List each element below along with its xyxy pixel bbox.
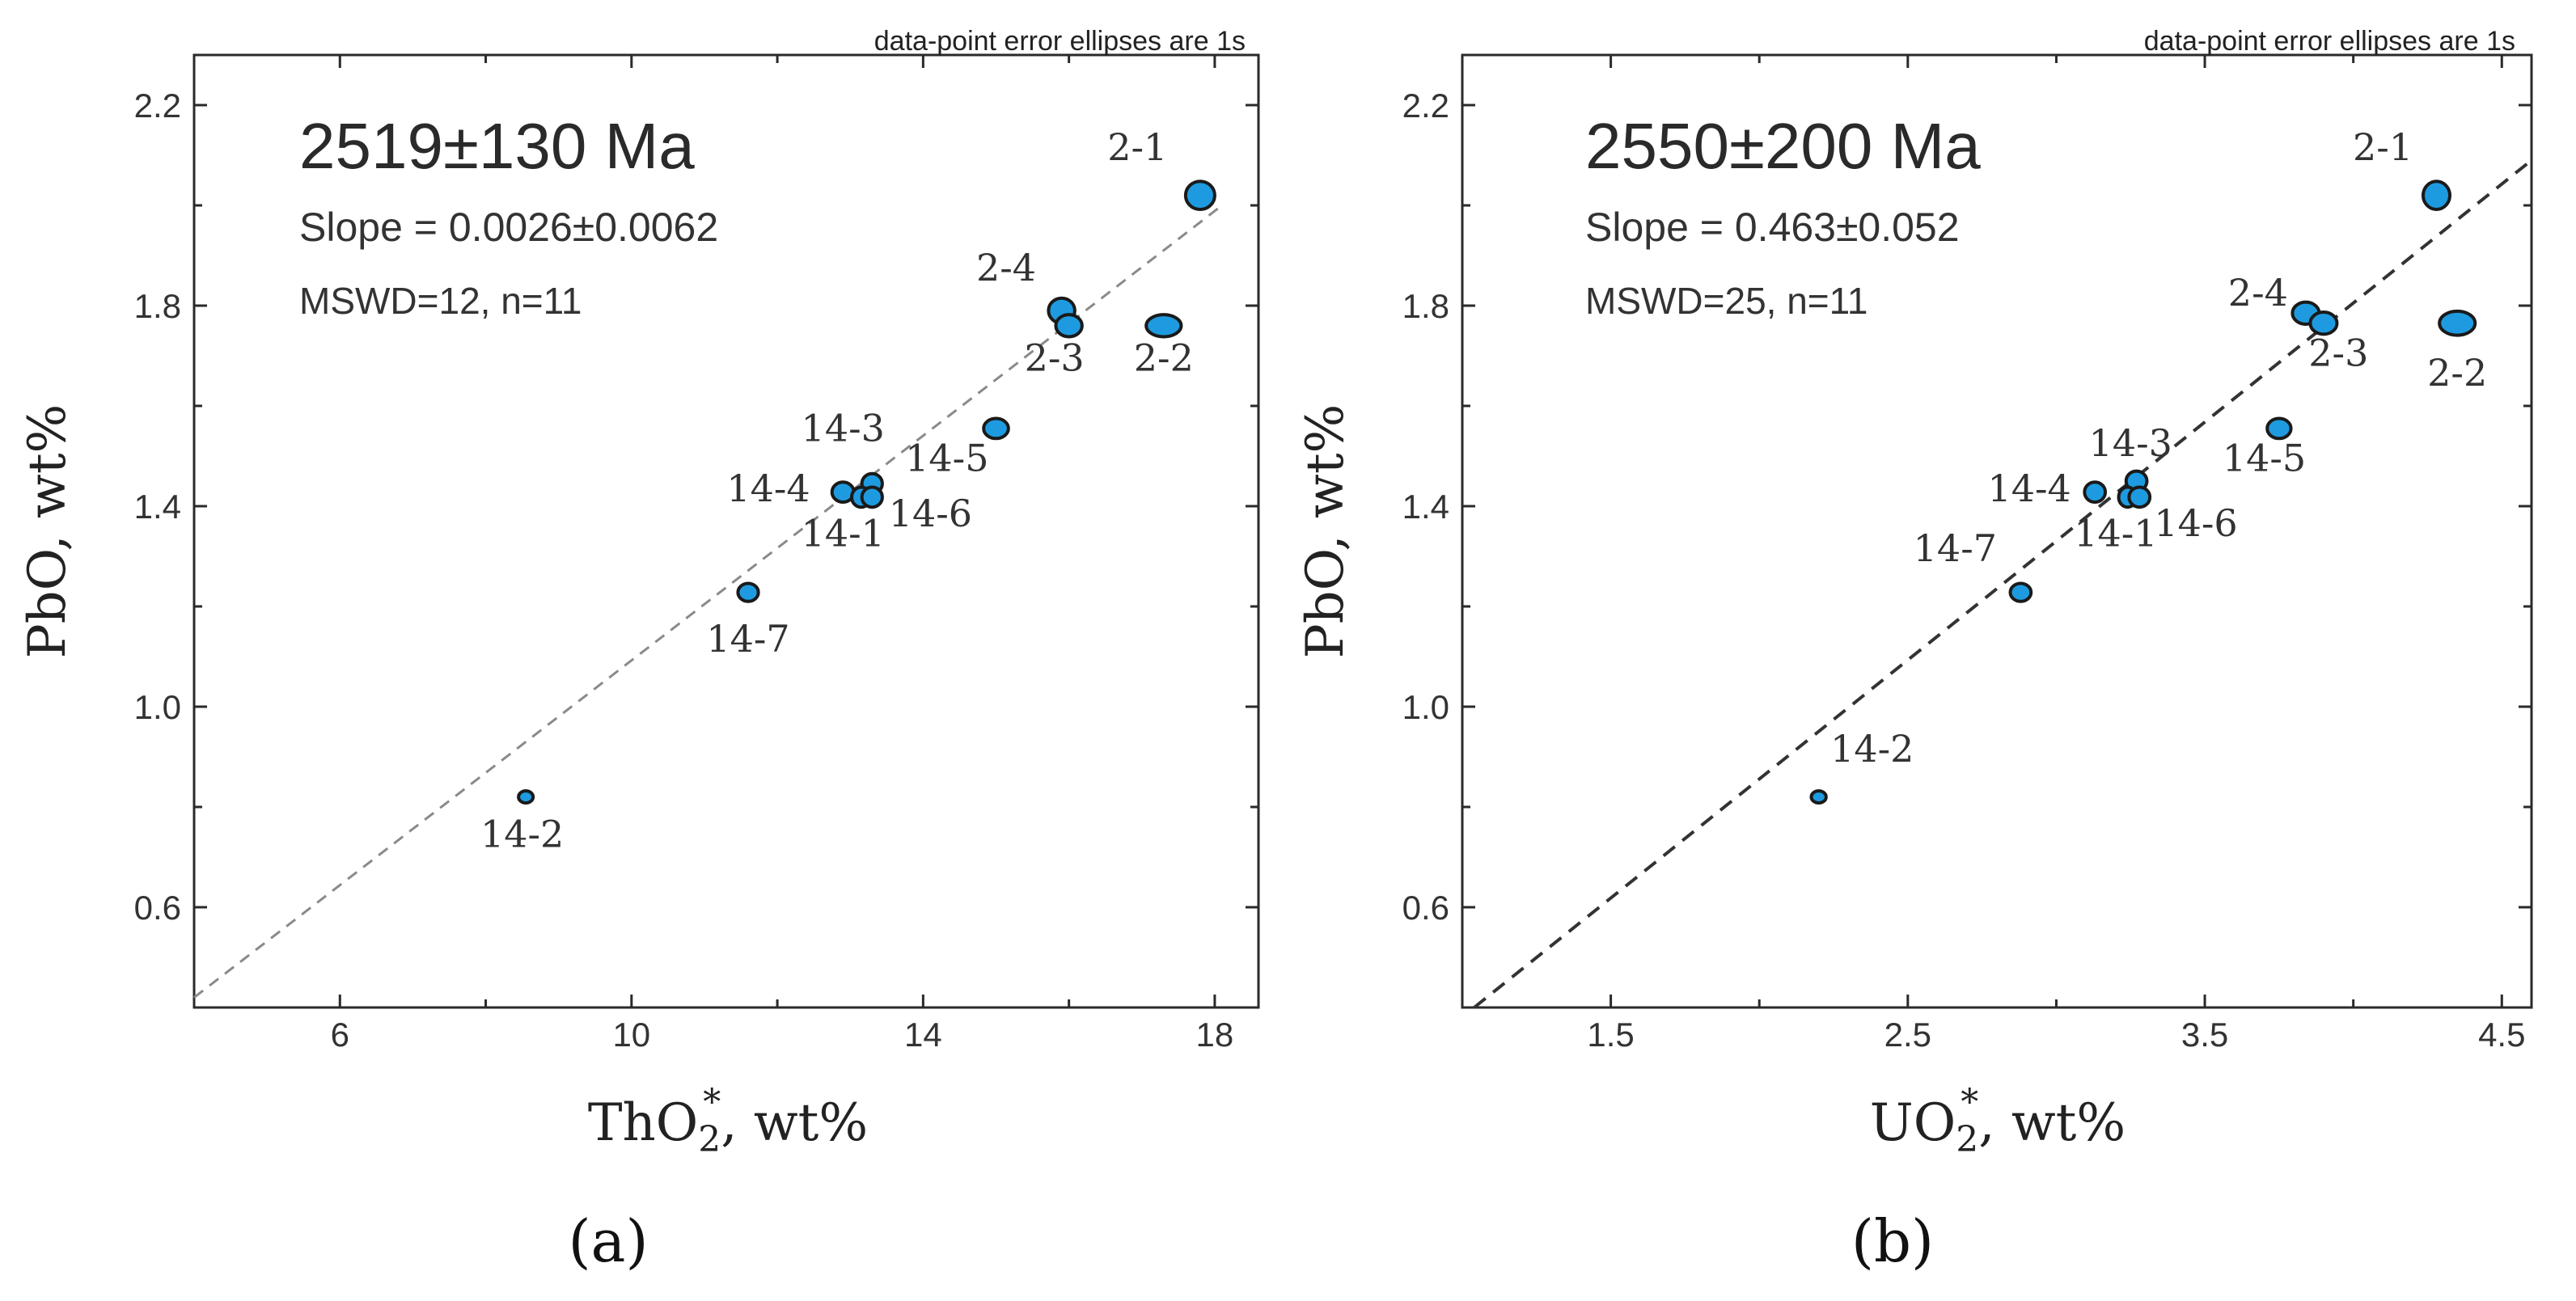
panel-b-point-2-1	[2421, 180, 2452, 211]
panel-a-point-label-14-2: 14-2	[480, 813, 564, 856]
panel-a-y-tick-label: 1.4	[134, 488, 181, 526]
panel-a-point-label-2-1: 2-1	[1107, 125, 1167, 169]
panel-b-mswd: MSWD=25, n=11	[1585, 280, 1867, 322]
panel-b-y-tick-label: 1.8	[1402, 287, 1449, 325]
panel-a-point-label-2-3: 2-3	[1025, 336, 1085, 380]
panel-a-age-title: 2519±130 Ma	[299, 110, 695, 182]
panel-a-point-label-14-6: 14-6	[889, 492, 972, 535]
panel-a-x-tick-label: 18	[1196, 1016, 1234, 1054]
panel-a-point-label-2-4: 2-4	[976, 246, 1036, 289]
panel-b-point-label-2-1: 2-1	[2353, 125, 2413, 169]
panel-b-x-tick-label: 4.5	[2478, 1016, 2525, 1054]
panel-b-point-label-2-4: 2-4	[2228, 271, 2288, 315]
panel-a-regression-layer	[193, 204, 1223, 999]
panel-b-age-title: 2550±200 Ma	[1585, 110, 1981, 182]
panel-a-point-label-2-2: 2-2	[1134, 336, 1194, 380]
panel-b-x-label-sub: 2	[1956, 1119, 1978, 1160]
panel-a-x-axis-label: ThO2*, wt%	[588, 1082, 868, 1160]
panel-b-regression-line	[1473, 158, 2533, 1009]
panel-a-x-tick-label: 10	[612, 1016, 650, 1054]
panel-a-point-labels: 2-1 2-4 2-3 2-2 14-5 14-3 14-414-1 14-6 14-7 14-2	[480, 125, 1194, 855]
panel-b-y-tick-label: 0.6	[1402, 889, 1449, 927]
panel-a-x-label-main: ThO	[588, 1093, 698, 1153]
panel-a-point-14-6	[860, 485, 884, 509]
panel-b-regression-layer	[1473, 158, 2533, 1009]
panel-a-error-note: data-point error ellipses are 1s	[874, 26, 1246, 57]
panel-a-y-tick-label: 0.6	[134, 889, 181, 927]
panel-a-y-tick-label: 1.0	[134, 688, 181, 726]
panel-b-plot-frame	[1461, 53, 2533, 1009]
panel-b-x-axis-label: UO2*, wt%	[1870, 1082, 2126, 1160]
panel-a-y-tick-label: 2.2	[134, 87, 181, 125]
panel-a-point-14-2	[517, 789, 535, 805]
panel-b-label: (b)	[1851, 1207, 1934, 1275]
panel-b-point-label-14-5: 14-5	[2223, 437, 2306, 480]
panel-a-data-points	[517, 180, 1216, 805]
panel-b-x-tick-label: 1.5	[1587, 1016, 1634, 1054]
panel-b-axis-ticks: 1.5 2.5 3.5 4.5 0.6 1.0 1.4 1.8 2.2	[1402, 55, 2532, 1054]
panel-a-label: (a)	[568, 1207, 648, 1275]
panel-b-point-14-6	[2127, 485, 2152, 509]
panel-a-x-label-sub: 2	[698, 1119, 721, 1160]
panel-b-y-tick-label: 1.0	[1402, 688, 1449, 726]
panel-b-y-tick-label: 1.4	[1402, 488, 1449, 526]
panel-b-point-label-14-3: 14-3	[2089, 421, 2172, 465]
panel-b-point-label-14-7: 14-7	[1914, 526, 1997, 570]
panel-a-y-axis-label: PbO, wt%	[18, 404, 78, 659]
panel-b-point-14-7	[2008, 581, 2033, 603]
panel-a-y-tick-label: 1.8	[134, 287, 181, 325]
panel-a-x-tick-label: 14	[904, 1016, 942, 1054]
panel-b-x-label-sup: *	[1961, 1082, 1978, 1123]
panel-b-x-label-main: UO	[1870, 1093, 1956, 1153]
panel-b-point-14-4	[2083, 480, 2108, 505]
panel-b-point-label-2-2: 2-2	[2427, 351, 2487, 395]
panel-a-point-label-14-5: 14-5	[905, 437, 988, 480]
panel-b-error-note: data-point error ellipses are 1s	[2144, 26, 2515, 57]
panel-b-point-label-14-4: 14-4	[1987, 467, 2071, 510]
panel-b-point-14-5	[2265, 416, 2293, 441]
panel-a-point-label-14-7: 14-7	[706, 617, 789, 661]
panel-b-point-label-2-3: 2-3	[2308, 331, 2368, 374]
panel-b-point-label-14-1: 14-1	[2074, 512, 2157, 555]
panel-b-slope: Slope = 0.463±0.052	[1585, 205, 1960, 250]
panel-a-mswd: MSWD=12, n=11	[299, 280, 582, 322]
panel-a-point-label-14-1: 14-1	[802, 512, 885, 555]
panel-b-data-points	[1809, 180, 2477, 805]
panel-b-point-label-14-2: 14-2	[1830, 727, 1914, 771]
panel-a-x-label-rest: , wt%	[721, 1093, 868, 1153]
panel-b-point-14-2	[1809, 789, 1828, 805]
panel-a-point-2-2	[1144, 313, 1183, 339]
panel-b-x-tick-label: 3.5	[2181, 1016, 2228, 1054]
panel-b-y-axis-label: PbO, wt%	[1296, 404, 1356, 659]
panel-a-x-label-sup: *	[703, 1082, 721, 1123]
panel-b-x-label-rest: , wt%	[1978, 1093, 2126, 1153]
panel-a-regression-line	[193, 204, 1223, 999]
panel-a-x-tick-label: 6	[331, 1016, 349, 1054]
panel-a-chart: 6 10 14 18 0.6 1.0 1.4 1.8 2.2 2-1 2-4 2-3 2-2 14-5 1…	[18, 26, 1260, 1275]
panel-a-point-14-7	[736, 581, 760, 603]
panel-b-point-2-2	[2438, 309, 2477, 337]
panel-b-y-tick-label: 2.2	[1402, 87, 1449, 125]
panel-a-point-2-3	[1054, 313, 1084, 339]
panel-a-plot-frame	[192, 53, 1260, 1009]
panel-a-point-14-5	[982, 416, 1010, 441]
panel-b-x-tick-label: 2.5	[1884, 1016, 1931, 1054]
panel-a-point-2-1	[1183, 180, 1216, 211]
panel-b-point-labels: 2-1 2-4 2-3 2-2 14-5 14-3 14-414-114-6 14-7 14-2	[1830, 125, 2487, 771]
panel-a-axis-ticks: 6 10 14 18 0.6 1.0 1.4 1.8 2.2	[134, 55, 1258, 1054]
panel-b-point-2-3	[2308, 310, 2339, 336]
panel-b-chart: 1.5 2.5 3.5 4.5 0.6 1.0 1.4 1.8 2.2 2-1 2-4 2-3 2-2…	[1296, 26, 2533, 1275]
panel-b-point-label-14-6: 14-6	[2154, 501, 2237, 545]
panel-a-point-label-14-4: 14-4	[726, 467, 810, 510]
panel-a-slope: Slope = 0.0026±0.0062	[299, 205, 718, 250]
panel-a-point-label-14-3: 14-3	[802, 406, 885, 450]
